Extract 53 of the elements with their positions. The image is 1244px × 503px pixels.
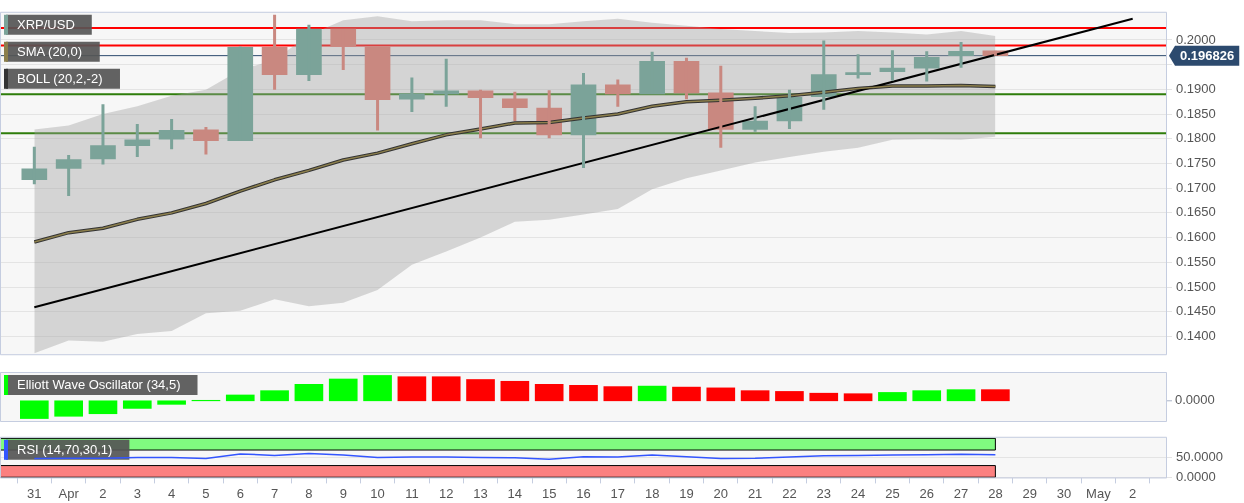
legend-label: RSI (14,70,30,1): [17, 441, 113, 457]
x-tick-label: 30: [1056, 485, 1072, 501]
y-tick-label: 0.1400: [1176, 328, 1216, 343]
x-tick-label: 12: [438, 485, 454, 501]
y-tick-label: 0.1600: [1176, 229, 1216, 245]
x-tick-label: 22: [782, 485, 797, 501]
x-tick-label: 6: [236, 485, 244, 501]
x-tick-label: 23: [816, 485, 831, 501]
y-tick-label: 0.2000: [1176, 31, 1216, 47]
legend-label: Elliott Wave Oscillator (34,5): [17, 377, 181, 393]
legend-label: SMA (20,0): [17, 43, 83, 59]
x-tick-label: 20: [713, 485, 729, 501]
x-tick-label: 10: [370, 485, 385, 501]
x-tick-label: 5: [202, 485, 210, 501]
y-tick-label: 0.1550: [1176, 253, 1216, 269]
legend-label: XRP/USD: [17, 16, 75, 32]
x-tick-label: 31: [27, 485, 42, 501]
x-tick-label: May: [1086, 485, 1112, 501]
x-tick-label: 19: [679, 485, 694, 501]
y-tick-label: 0.1750: [1176, 155, 1216, 171]
x-tick-label: 27: [953, 485, 969, 501]
x-tick-label: 3: [133, 485, 141, 501]
x-tick-label: 8: [305, 485, 313, 501]
y-tick-label: 0.1650: [1176, 204, 1216, 220]
x-tick-label: 9: [339, 485, 347, 501]
ref-line-label: 0.196826: [1180, 48, 1235, 64]
x-tick-label: 17: [610, 485, 626, 501]
x-tick-label: 24: [850, 485, 866, 501]
x-tick-label: 25: [885, 485, 900, 501]
x-tick-label: 11: [405, 485, 419, 501]
x-tick-label: Apr: [58, 485, 80, 501]
x-tick-label: 29: [1022, 485, 1037, 501]
legend-label: BOLL (20,2,-2): [17, 70, 103, 86]
y-tick-label: 50.0000: [1176, 449, 1223, 465]
x-tick-label: 2: [1129, 485, 1137, 501]
x-tick-label: 13: [473, 485, 488, 501]
x-tick-label: 21: [747, 485, 763, 501]
x-tick-label: 16: [576, 485, 591, 501]
y-tick-label: 0.0000: [1176, 468, 1216, 484]
x-tick-label: 26: [919, 485, 934, 501]
y-tick-label: 0.1800: [1176, 130, 1216, 146]
x-tick-label: 18: [644, 485, 660, 501]
x-tick-label: 2: [99, 485, 107, 501]
y-tick-label: 0.1850: [1176, 105, 1216, 121]
x-tick-label: 7: [270, 485, 279, 501]
x-tick-label: 28: [988, 485, 1003, 501]
x-tick-label: 14: [507, 485, 523, 501]
y-tick-label: 0.1900: [1176, 80, 1216, 96]
x-tick-label: 15: [541, 485, 557, 501]
x-tick-label: 4: [168, 485, 176, 501]
y-tick-label: 0.1450: [1176, 303, 1216, 319]
y-tick-label: 0.1500: [1176, 278, 1216, 294]
y-tick-label: 0.1700: [1176, 179, 1216, 195]
